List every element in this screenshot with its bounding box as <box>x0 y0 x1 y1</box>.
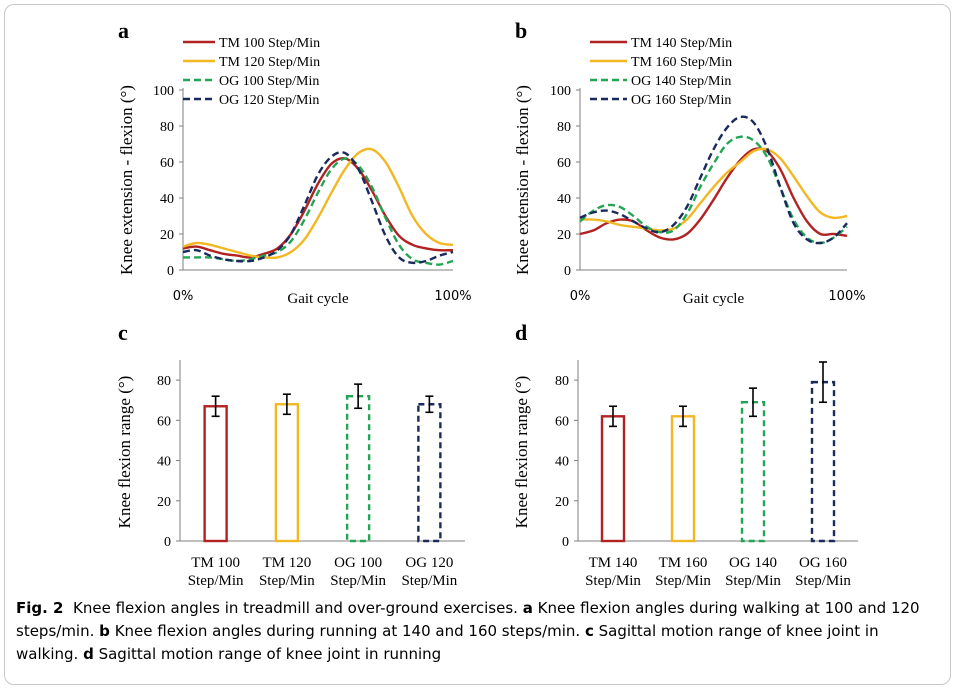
y-tick-label: 20 <box>555 495 569 510</box>
category-label-line1: OG 160 <box>799 555 847 571</box>
category-label-line1: TM 100 <box>191 555 240 571</box>
legend-label: OG 140 Step/Min <box>631 74 731 89</box>
caption-intro: Knee flexion angles in treadmill and ove… <box>73 599 518 617</box>
legend-label: OG 160 Step/Min <box>631 93 731 108</box>
x-tick-label: 100% <box>434 289 471 304</box>
y-tick-label: 60 <box>160 156 174 171</box>
category-label-line1: TM 120 <box>263 555 312 571</box>
caption-letter-c: c <box>584 622 594 640</box>
x-tick-label: 0% <box>173 289 194 304</box>
x-axis-title: Gait cycle <box>683 291 745 307</box>
caption-letter-b: b <box>99 622 110 640</box>
y-tick-label: 20 <box>160 228 174 243</box>
series-line-2 <box>579 147 848 232</box>
legend-label: OG 120 Step/Min <box>219 93 319 108</box>
y-axis-title: Knee extension - flexion (°) <box>117 85 136 275</box>
caption-letter-d: d <box>83 645 94 663</box>
bar <box>600 415 626 543</box>
caption-text-d: Sagittal motion range of knee joint in r… <box>98 645 442 663</box>
category-label-line1: OG 140 <box>729 555 777 571</box>
y-tick-label: 100 <box>153 84 174 99</box>
series-line-3 <box>579 135 848 245</box>
y-tick-label: 100 <box>550 84 571 99</box>
category-label-line2: Step/Min <box>259 573 315 589</box>
y-tick-label: 60 <box>555 414 569 429</box>
figure-frame <box>4 4 951 685</box>
y-tick-label: 40 <box>157 455 171 470</box>
figure-caption: Fig. 2 Knee flexion angles in treadmill … <box>16 597 941 666</box>
y-tick-label: 20 <box>557 228 571 243</box>
category-label-line2: Step/Min <box>401 573 457 589</box>
y-tick-label: 40 <box>555 455 569 470</box>
bar <box>417 403 442 543</box>
category-label-line2: Step/Min <box>795 573 851 589</box>
category-label-line2: Step/Min <box>725 573 781 589</box>
category-label-line1: TM 140 <box>589 555 638 571</box>
x-axis-title: Gait cycle <box>287 291 349 307</box>
category-label-line1: TM 160 <box>659 555 708 571</box>
y-tick-label: 60 <box>157 414 171 429</box>
panel-letter: a <box>118 18 129 43</box>
y-axis-title: Knee flexion range (°) <box>115 376 134 529</box>
y-tick-label: 80 <box>157 374 171 389</box>
category-label-line2: Step/Min <box>330 573 386 589</box>
bar <box>810 380 836 543</box>
category-label-line2: Step/Min <box>188 573 244 589</box>
x-tick-label: 0% <box>570 289 591 304</box>
bar <box>345 395 371 543</box>
x-tick-label: 100% <box>828 289 865 304</box>
legend-label: TM 100 Step/Min <box>219 36 320 51</box>
y-tick-label: 0 <box>164 535 171 550</box>
bar <box>740 401 766 543</box>
panel-c: c 0 20 40 60 80 Knee flexion range (°) TM 100 St… <box>115 320 465 589</box>
caption-text-c: Sagittal motion range of knee joint in w… <box>16 622 879 663</box>
y-axis-title: Knee extension - flexion (°) <box>513 85 532 275</box>
series-line-2 <box>182 147 454 260</box>
series-line-1 <box>182 157 454 259</box>
y-tick-label: 80 <box>160 120 174 135</box>
panel-d: d 0 20 40 60 80 Knee flexion range (°) TM 140 St… <box>512 320 858 589</box>
series-line-1 <box>579 147 848 241</box>
category-label-line2: Step/Min <box>655 573 711 589</box>
y-tick-label: 80 <box>555 374 569 389</box>
caption-text-a: Knee flexion angles during walking at 10… <box>16 599 920 640</box>
panel-letter: b <box>515 18 527 43</box>
bar <box>670 415 696 543</box>
y-tick-label: 40 <box>557 192 571 207</box>
y-tick-label: 60 <box>557 156 571 171</box>
legend-label: TM 120 Step/Min <box>219 55 320 70</box>
category-label-line1: OG 100 <box>334 555 382 571</box>
y-axis-title: Knee flexion range (°) <box>512 376 531 529</box>
legend-label: TM 160 Step/Min <box>631 55 732 70</box>
series-line-4 <box>182 150 454 265</box>
caption-label: Fig. 2 <box>16 599 64 617</box>
bar <box>274 403 300 543</box>
legend-label: OG 100 Step/Min <box>219 74 319 89</box>
legend-label: TM 140 Step/Min <box>631 36 732 51</box>
y-tick-label: 40 <box>160 192 174 207</box>
y-tick-label: 80 <box>557 120 571 135</box>
figure: a 0 20 40 60 80 100 0% 100% Gait cycle Knee extens… <box>115 18 866 589</box>
series-line-4 <box>579 115 848 245</box>
y-tick-label: 20 <box>157 495 171 510</box>
panel-letter: c <box>118 320 128 345</box>
category-label-line2: Step/Min <box>585 573 641 589</box>
y-tick-label: 0 <box>564 264 571 279</box>
bar <box>203 405 228 543</box>
category-label-line1: OG 120 <box>405 555 453 571</box>
panel-letter: d <box>515 320 527 345</box>
panel-b: b 0 20 40 60 80 100 0% 100% Gait cycle Knee extens… <box>513 18 866 307</box>
y-tick-label: 0 <box>167 264 174 279</box>
y-tick-label: 0 <box>562 535 569 550</box>
panel-a: a 0 20 40 60 80 100 0% 100% Gait cycle Knee extens… <box>117 18 472 307</box>
caption-text-b: Knee flexion angles during running at 14… <box>114 622 581 640</box>
caption-letter-a: a <box>522 599 533 617</box>
